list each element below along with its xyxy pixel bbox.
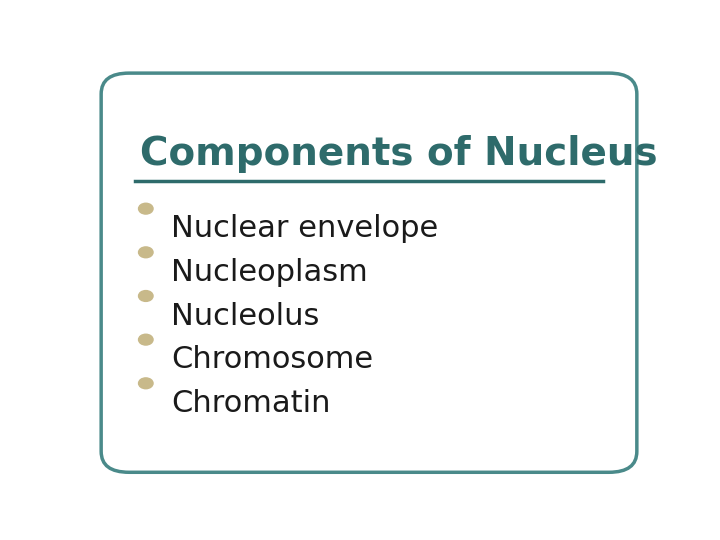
Text: Chromosome: Chromosome (171, 346, 373, 374)
Text: Nucleoplasm: Nucleoplasm (171, 258, 368, 287)
Circle shape (138, 334, 153, 345)
Text: Nuclear envelope: Nuclear envelope (171, 214, 438, 244)
Text: Components of Nucleus: Components of Nucleus (140, 136, 658, 173)
Text: Chromatin: Chromatin (171, 389, 330, 418)
Circle shape (138, 378, 153, 389)
Text: Nucleolus: Nucleolus (171, 302, 319, 331)
Circle shape (138, 291, 153, 301)
FancyBboxPatch shape (101, 73, 637, 472)
Circle shape (138, 203, 153, 214)
Circle shape (138, 247, 153, 258)
